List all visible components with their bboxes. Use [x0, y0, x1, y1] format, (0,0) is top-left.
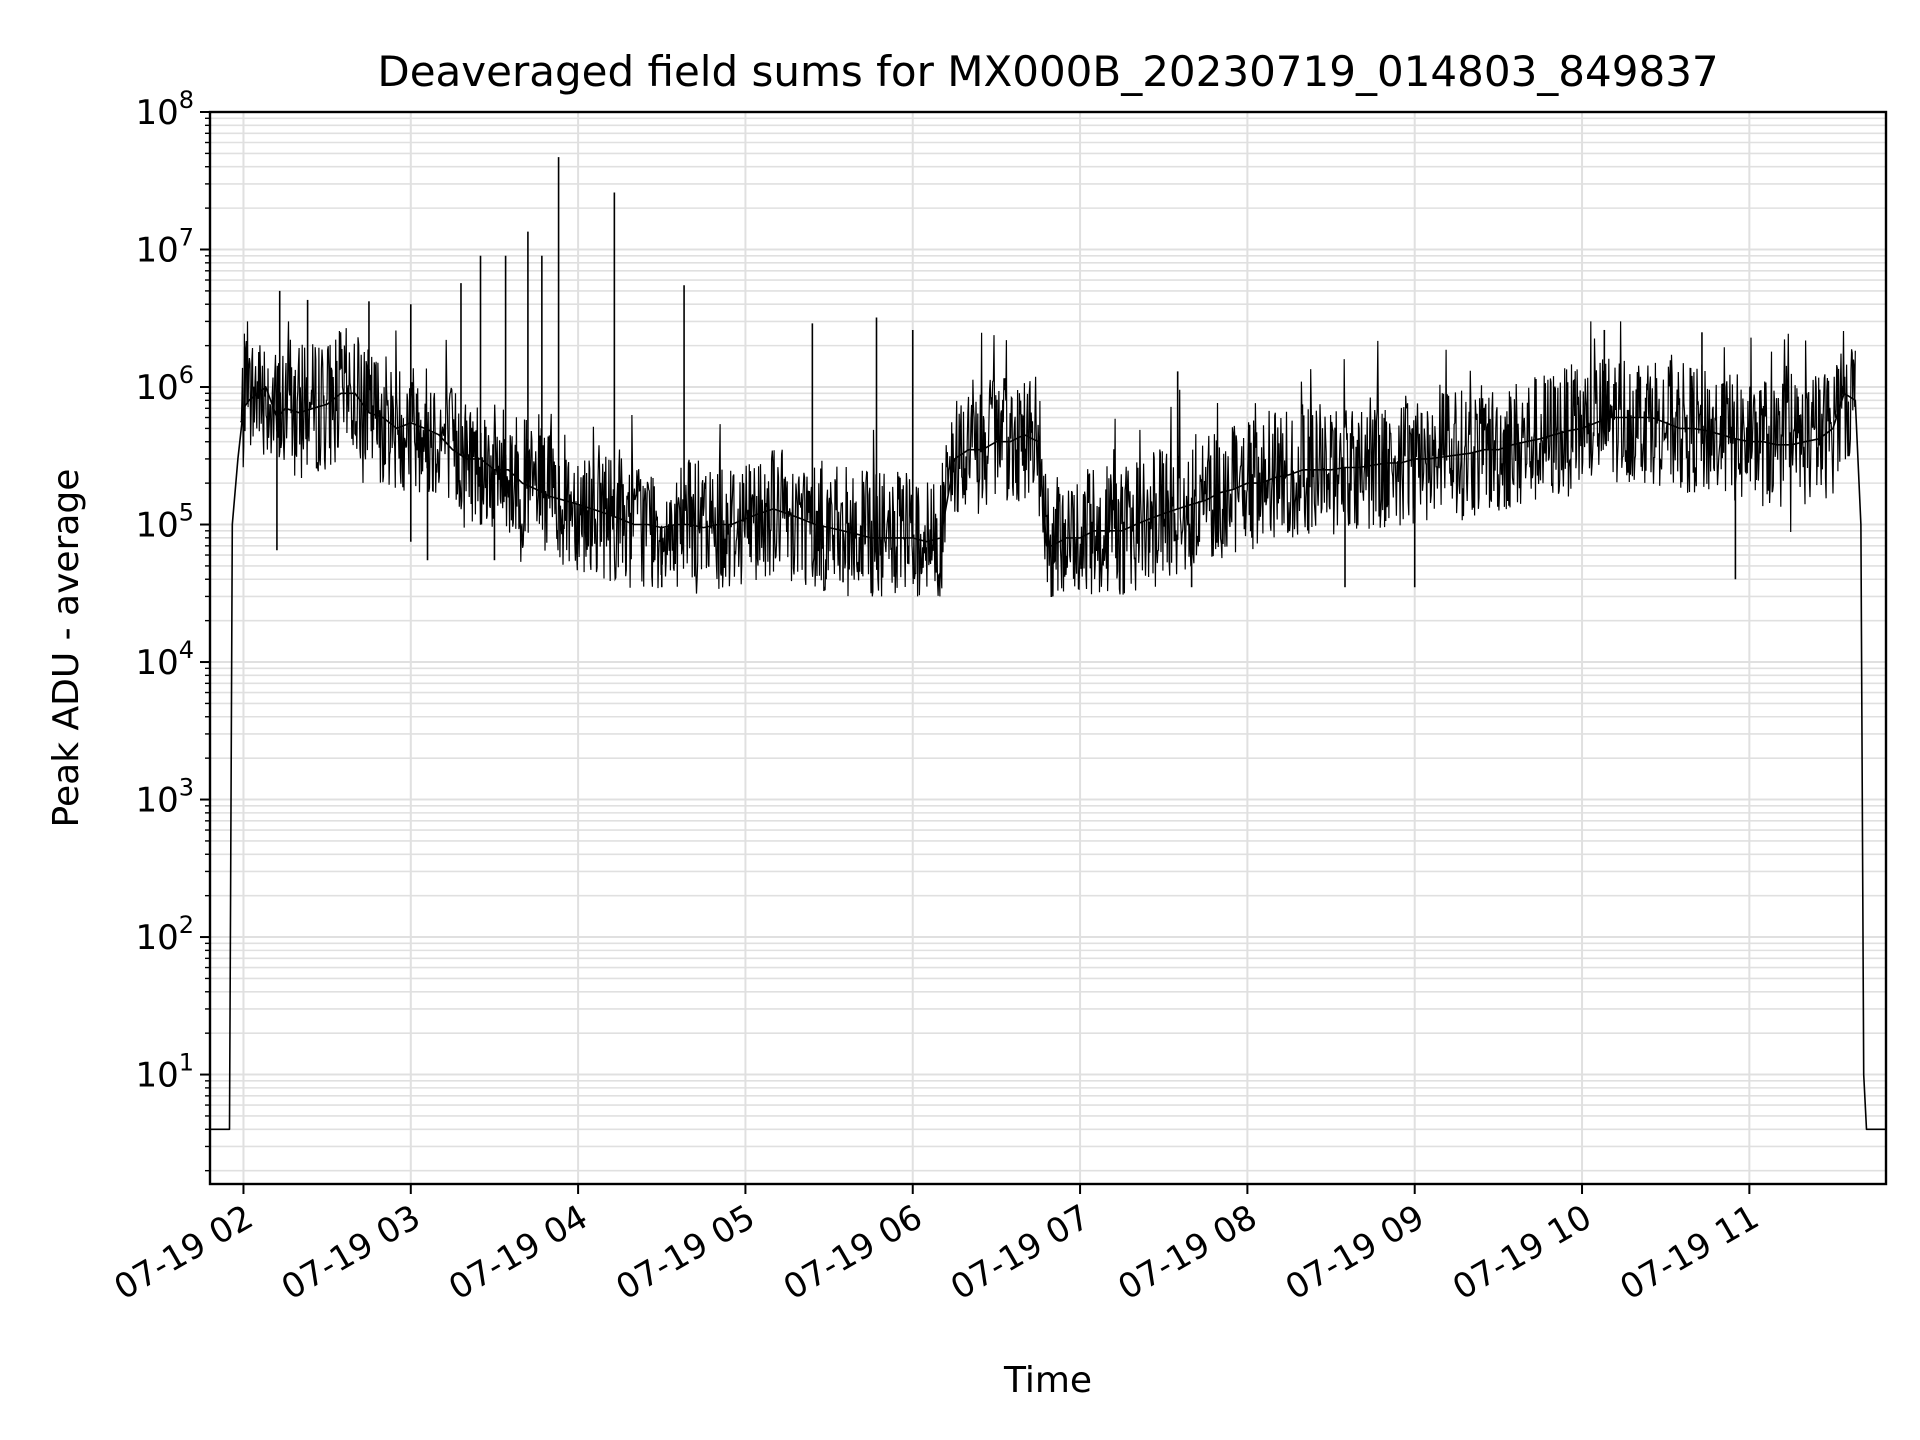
plot-frame	[208, 110, 1888, 1186]
y-tick-label: 102	[135, 911, 194, 958]
x-axis-label: Time	[1003, 1360, 1092, 1401]
series-fluctuation	[240, 321, 1856, 597]
series-layer	[210, 157, 1886, 1131]
x-tick-label: 07-19 04	[442, 1197, 594, 1308]
x-tick-label: 07-19 07	[944, 1197, 1096, 1308]
y-tick-label: 107	[135, 224, 194, 271]
y-tick-label: 101	[135, 1049, 194, 1096]
chart-title: Deaveraged field sums for MX000B_2023071…	[377, 47, 1718, 96]
y-axis: 101 102 103 104 105 106 107 108	[135, 86, 210, 1172]
x-axis: 07-19 02 07-19 03 07-19 04 07-19 05 07-19 06…	[108, 1184, 1766, 1308]
y-tick-label: 108	[135, 86, 194, 133]
y-tick-label: 106	[135, 361, 194, 408]
y-axis-label: Peak ADU - average	[46, 469, 87, 828]
x-tick-label: 07-19 09	[1279, 1197, 1431, 1308]
grid-layer	[210, 111, 1886, 1184]
x-tick-label: 07-19 10	[1446, 1197, 1598, 1308]
y-tick-label: 103	[135, 774, 194, 821]
x-tick-label: 07-19 02	[108, 1197, 260, 1308]
x-tick-label: 07-19 05	[610, 1197, 762, 1308]
x-tick-label: 07-19 08	[1111, 1197, 1263, 1308]
y-tick-label: 105	[135, 499, 194, 546]
x-tick-label: 07-19 03	[275, 1197, 427, 1308]
y-tick-label: 104	[135, 636, 194, 683]
x-tick-label: 07-19 11	[1613, 1197, 1765, 1308]
x-tick-label: 07-19 06	[777, 1197, 929, 1308]
